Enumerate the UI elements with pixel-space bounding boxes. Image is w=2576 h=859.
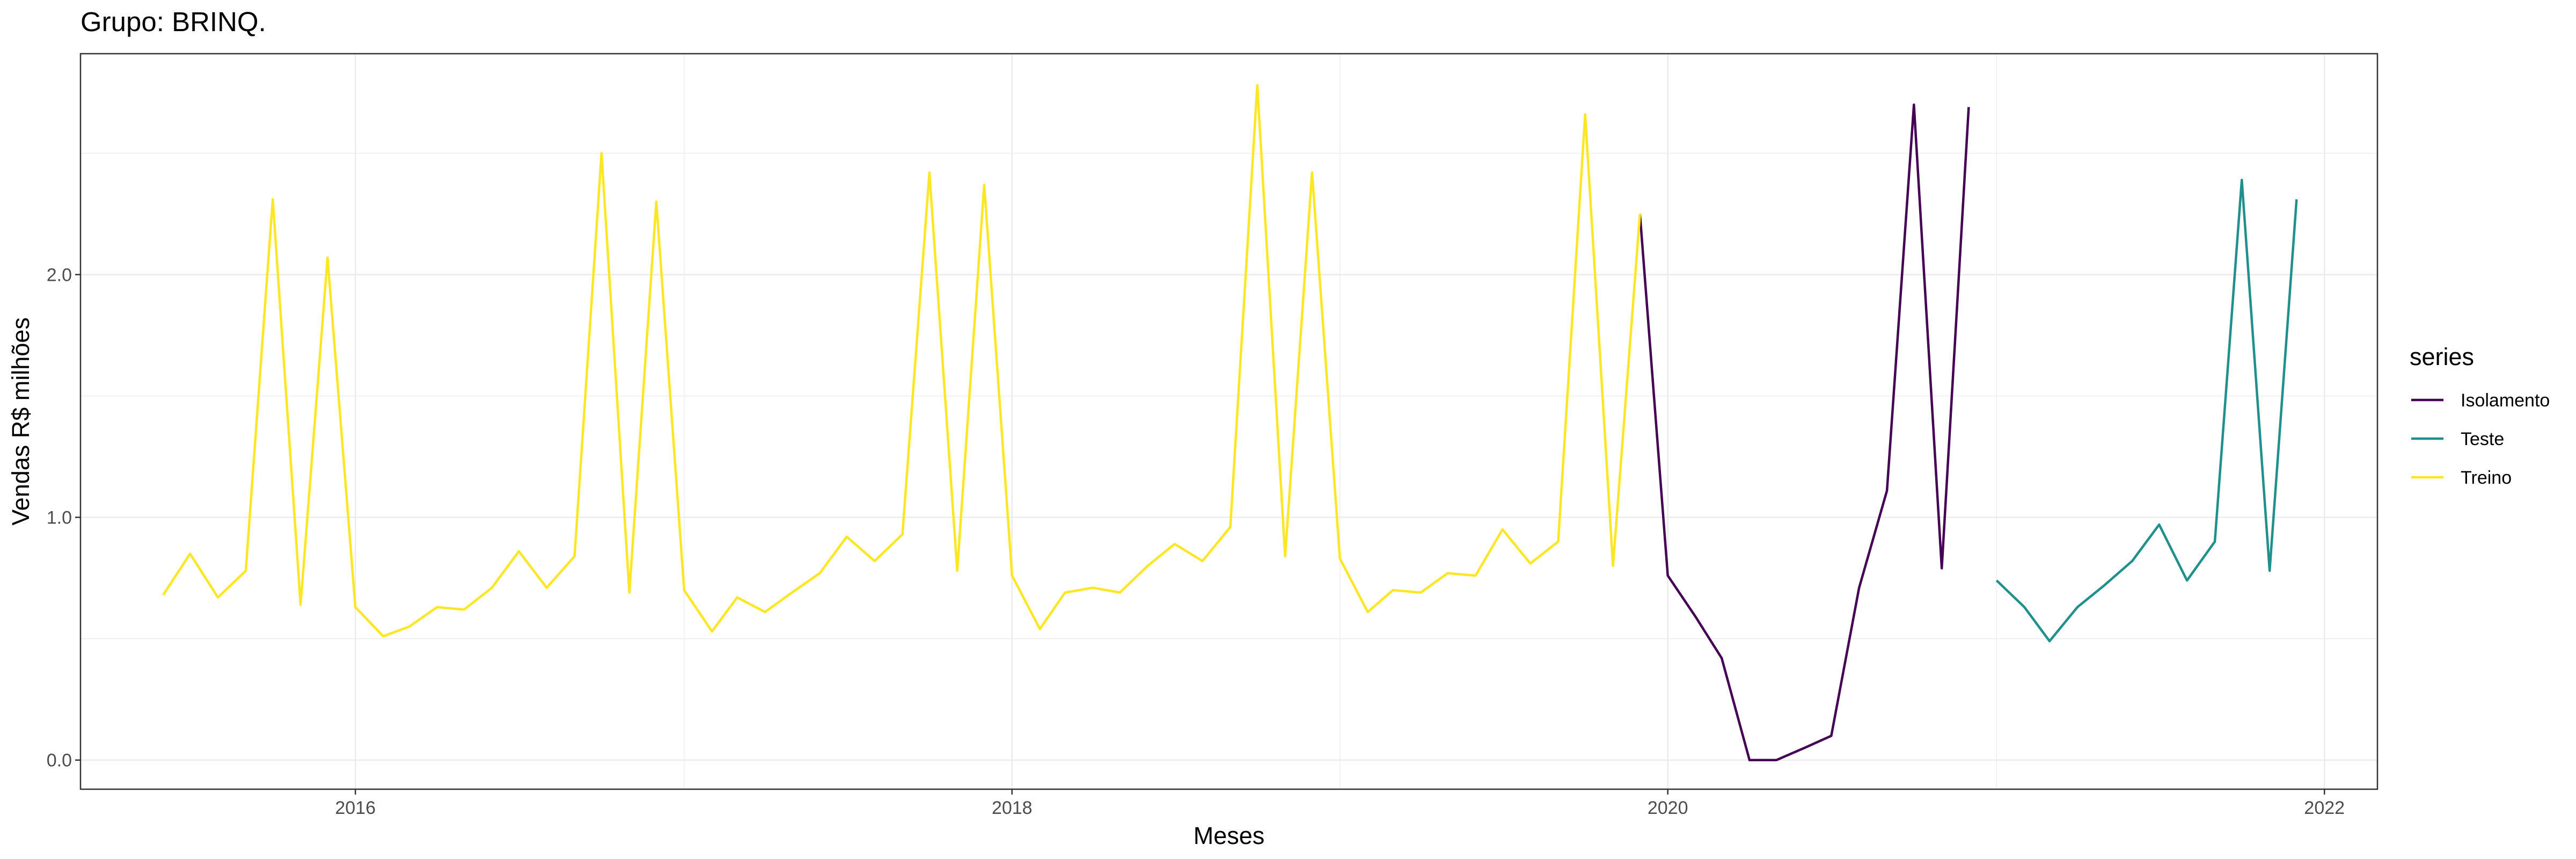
legend-items: Isolamento Teste Treino (2411, 390, 2550, 488)
series-lines (162, 84, 2298, 761)
y-axis-title: Vendas R$ milhões (7, 317, 34, 526)
series-line-treino (162, 84, 1642, 638)
y-tick-label: 1.0 (47, 508, 72, 528)
x-tick-label: 2018 (992, 798, 1033, 818)
grid-major-x (354, 54, 2325, 789)
x-axis: 2016 2018 2020 2022 (335, 789, 2345, 818)
x-tick-label: 2016 (335, 798, 376, 818)
grid-major-y (80, 274, 2377, 761)
grid-minor-x (684, 54, 1997, 789)
y-tick-label: 0.0 (47, 751, 72, 771)
legend: series Isolamento Teste Treino (2410, 343, 2550, 488)
series-line-teste (1995, 178, 2298, 643)
x-tick-label: 2022 (2304, 798, 2345, 818)
plot-panel (79, 53, 2379, 790)
legend-label-treino: Treino (2461, 468, 2512, 488)
legend-title: series (2410, 343, 2474, 370)
chart-title: Grupo: BRINQ. (80, 6, 266, 37)
plot-background (80, 54, 2377, 789)
y-tick-label: 2.0 (47, 265, 72, 285)
legend-label-isolamento: Isolamento (2461, 390, 2550, 411)
plot-border (79, 53, 2379, 790)
grid-minor-y (80, 152, 2377, 639)
x-tick-label: 2020 (1648, 798, 1688, 818)
series-line-isolamento (1638, 103, 1970, 761)
legend-label-teste: Teste (2461, 429, 2504, 449)
y-axis: 0.0 1.0 2.0 (47, 265, 80, 771)
x-axis-title: Meses (1194, 822, 1265, 849)
